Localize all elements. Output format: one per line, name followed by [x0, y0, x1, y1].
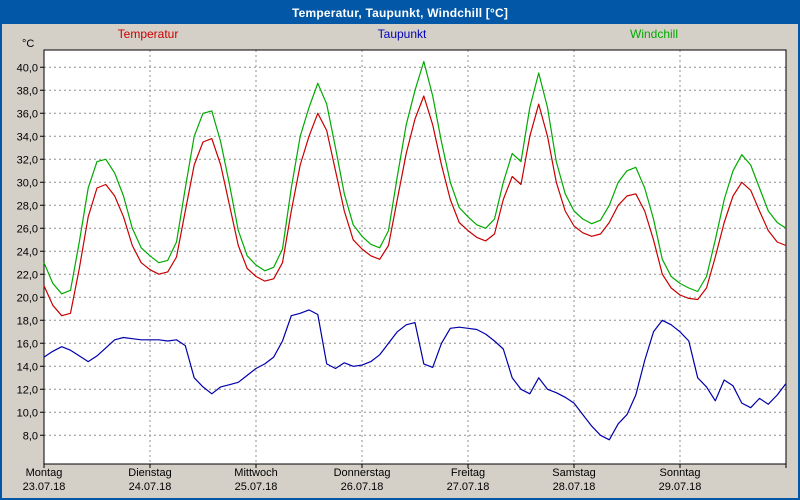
svg-text:18,0: 18,0	[17, 315, 38, 327]
svg-text:27.07.18: 27.07.18	[447, 481, 490, 493]
window-title: Temperatur, Taupunkt, Windchill [°C]	[291, 6, 509, 20]
legend-temperatur: Temperatur	[117, 27, 179, 41]
svg-text:Donnerstag: Donnerstag	[334, 467, 391, 479]
svg-text:28,0: 28,0	[17, 200, 38, 212]
y-axis-unit-label: °C	[22, 38, 35, 50]
plot-canvas: 8,0 10,0 12,0 14,0 16,0 18,0 20,0 22,0 24,0 26,0 2…	[17, 49, 787, 493]
svg-text:36,0: 36,0	[17, 108, 38, 120]
svg-text:8,0: 8,0	[23, 430, 38, 442]
svg-text:Montag: Montag	[26, 467, 63, 479]
svg-text:16,0: 16,0	[17, 338, 38, 350]
svg-text:26.07.18: 26.07.18	[341, 481, 384, 493]
svg-text:22,0: 22,0	[17, 269, 38, 281]
svg-text:24,0: 24,0	[17, 246, 38, 258]
svg-text:Sonntag: Sonntag	[660, 467, 701, 479]
svg-text:24.07.18: 24.07.18	[129, 481, 172, 493]
title-bar: Temperatur, Taupunkt, Windchill [°C]	[2, 2, 798, 24]
svg-text:38,0: 38,0	[17, 85, 38, 97]
svg-text:29.07.18: 29.07.18	[659, 481, 702, 493]
legend-taupunkt: Taupunkt	[377, 27, 427, 41]
svg-text:23.07.18: 23.07.18	[23, 481, 66, 493]
legend-windchill: Windchill	[629, 27, 679, 41]
svg-text:Mittwoch: Mittwoch	[234, 467, 277, 479]
svg-text:14,0: 14,0	[17, 361, 38, 373]
svg-text:32,0: 32,0	[17, 154, 38, 166]
svg-text:28.07.18: 28.07.18	[553, 481, 596, 493]
svg-text:10,0: 10,0	[17, 407, 38, 419]
svg-text:25.07.18: 25.07.18	[235, 481, 278, 493]
svg-text:30,0: 30,0	[17, 177, 38, 189]
svg-text:20,0: 20,0	[17, 292, 38, 304]
svg-text:Dienstag: Dienstag	[128, 467, 171, 479]
svg-text:Freitag: Freitag	[451, 467, 485, 479]
svg-text:34,0: 34,0	[17, 131, 38, 143]
svg-text:40,0: 40,0	[17, 62, 38, 74]
svg-text:12,0: 12,0	[17, 384, 38, 396]
svg-text:26,0: 26,0	[17, 223, 38, 235]
svg-text:Samstag: Samstag	[552, 467, 595, 479]
